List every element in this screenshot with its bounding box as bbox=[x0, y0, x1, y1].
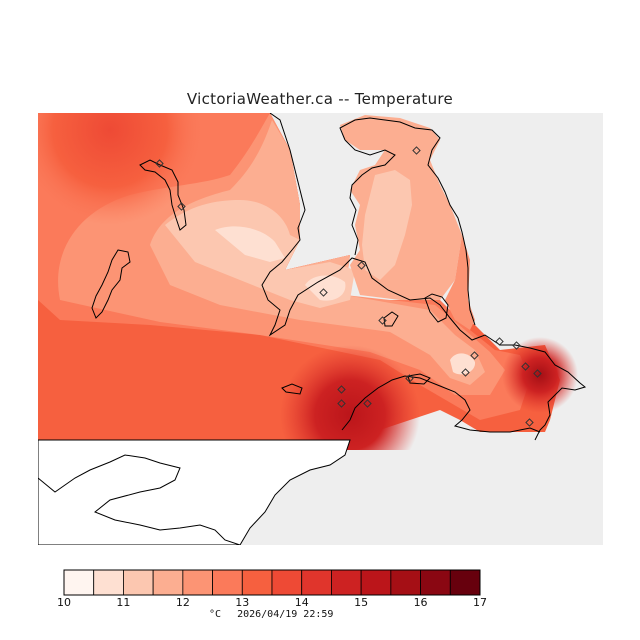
legend-tick-label: 16 bbox=[414, 596, 428, 609]
land-south-white bbox=[38, 439, 351, 545]
legend-tick-label: 15 bbox=[354, 596, 368, 609]
band-10.5-11-b bbox=[305, 275, 346, 301]
station-marker bbox=[378, 316, 387, 325]
legend-swatch bbox=[301, 569, 332, 596]
legend-tick-labels: 10 11 12 13 14 15 16 17 bbox=[57, 596, 487, 609]
island-west bbox=[91, 249, 131, 319]
legend-tick-label: 11 bbox=[116, 596, 130, 609]
coastline-main bbox=[261, 113, 587, 441]
station-marker bbox=[512, 341, 521, 350]
warm-zone-south bbox=[270, 340, 450, 450]
band-10.5-11 bbox=[215, 226, 285, 262]
map-title: VictoriaWeather.ca -- Temperature bbox=[186, 90, 454, 108]
station-marker bbox=[337, 385, 346, 394]
band-peninsula-11 bbox=[362, 170, 412, 280]
legend-swatches bbox=[63, 569, 481, 596]
station-marker bbox=[357, 261, 366, 270]
legend-tick-label: 13 bbox=[235, 596, 249, 609]
legend-swatch bbox=[360, 569, 392, 596]
legend-frame bbox=[63, 569, 481, 596]
legend-footer: °C 2026/04/19 22:59 bbox=[209, 609, 333, 620]
station-marker bbox=[533, 369, 542, 378]
legend-swatch bbox=[331, 569, 362, 596]
legend-swatch bbox=[212, 569, 243, 596]
water-south-shoreline bbox=[38, 454, 241, 545]
legend-swatch bbox=[241, 569, 273, 596]
station-marker bbox=[177, 202, 186, 211]
coastline-peninsula bbox=[339, 117, 476, 326]
band-10.5-11-c bbox=[450, 353, 476, 375]
legend-tick-label: 10 bbox=[57, 596, 71, 609]
temperature-map bbox=[38, 113, 603, 545]
legend-tick-label: 14 bbox=[295, 596, 309, 609]
legend-swatch bbox=[93, 569, 124, 596]
legend-tick-label: 12 bbox=[176, 596, 190, 609]
coastline-south-shore bbox=[341, 375, 541, 433]
station-marker bbox=[337, 399, 346, 408]
station-marker bbox=[155, 159, 164, 168]
legend-swatch bbox=[449, 569, 481, 596]
legend-swatch bbox=[152, 569, 184, 596]
band-east-edge-12 bbox=[445, 235, 475, 330]
legend-swatch bbox=[390, 569, 421, 596]
station-marker bbox=[363, 399, 372, 408]
station-marker bbox=[521, 362, 530, 371]
station-markers bbox=[155, 146, 542, 427]
legend-swatch bbox=[271, 569, 303, 596]
station-marker bbox=[412, 146, 421, 155]
legend-swatch bbox=[123, 569, 154, 596]
legend-tick-label: 17 bbox=[473, 596, 487, 609]
station-marker bbox=[495, 337, 504, 346]
legend-swatch bbox=[182, 569, 213, 596]
legend-swatch bbox=[63, 569, 95, 596]
station-marker bbox=[461, 368, 470, 377]
island-north bbox=[139, 159, 187, 231]
warm-zone-southeast bbox=[495, 330, 590, 430]
coastline-inlet bbox=[344, 139, 396, 256]
station-marker bbox=[470, 351, 479, 360]
legend-timestamp: 2026/04/19 22:59 bbox=[237, 609, 334, 620]
island-south-1 bbox=[281, 383, 303, 395]
station-marker bbox=[319, 288, 328, 297]
island-mid-2 bbox=[383, 311, 399, 327]
station-marker bbox=[405, 374, 414, 383]
station-marker bbox=[525, 418, 534, 427]
island-mid-1 bbox=[424, 293, 449, 323]
color-legend: 10 11 12 13 14 15 16 17 bbox=[57, 569, 487, 609]
legend-unit: °C bbox=[209, 609, 222, 620]
warm-zone-northwest bbox=[38, 113, 238, 233]
legend-swatch bbox=[420, 569, 451, 596]
